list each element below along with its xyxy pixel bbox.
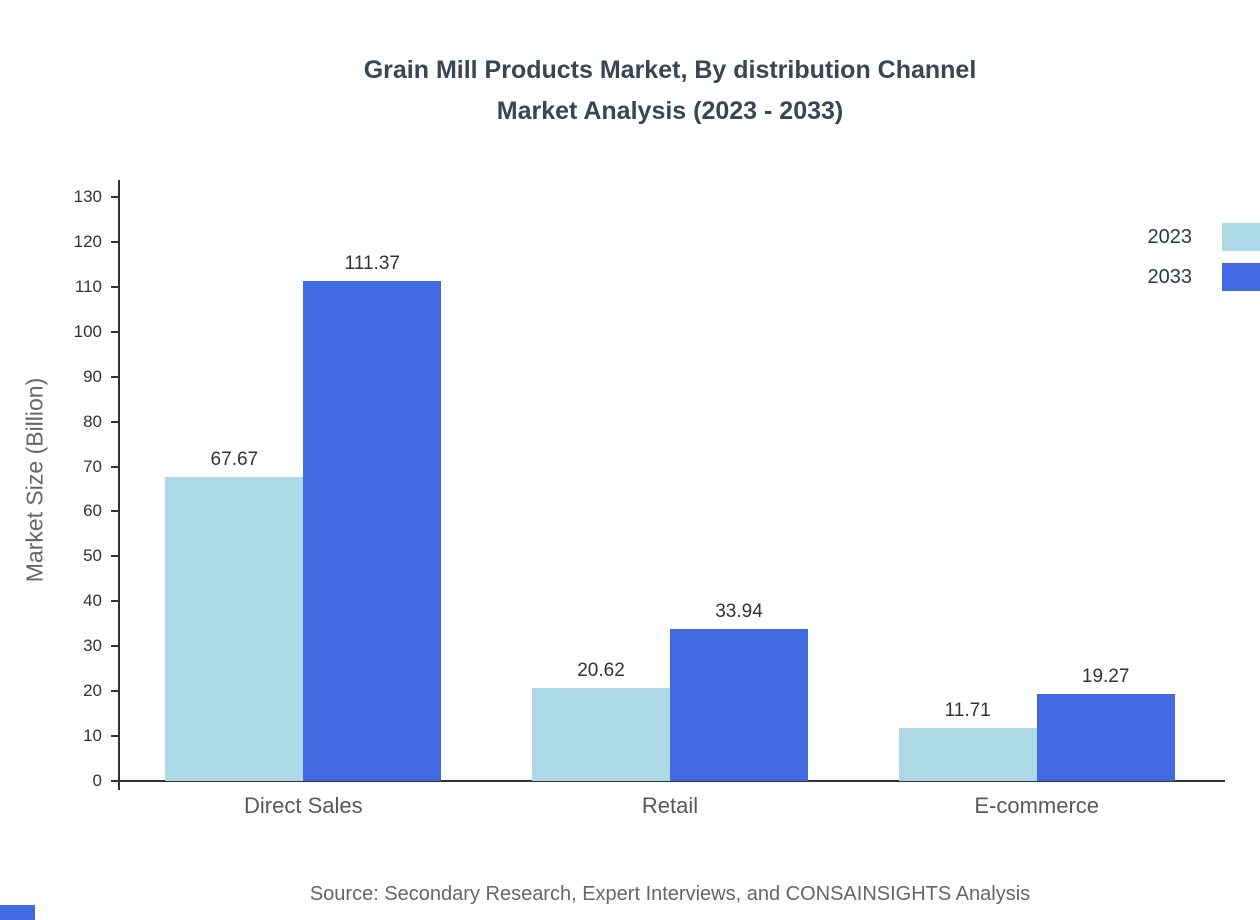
legend: 2023 2033 [1148,223,1260,291]
y-tick-mark [111,690,120,693]
legend-swatch-icon [1222,263,1260,291]
y-tick-mark [111,735,120,738]
bar-2023-retail: 20.62 [532,660,670,781]
y-tick-label: 90 [83,366,102,386]
y-tick-label: 120 [73,231,102,251]
y-tick-label: 60 [83,501,102,521]
y-tick-mark [111,780,120,782]
legend-item-2023: 2023 [1148,223,1260,251]
y-tick-mark [111,330,120,333]
bar-value-label: 33.94 [715,600,763,622]
source-line: Source: Secondary Research, Expert Inter… [309,883,1031,905]
bar-2033-e-commerce: 19.27 [1036,666,1175,781]
bar-value-label: 19.27 [1081,666,1130,688]
bar-group-retail: 20.62 33.94 [487,197,854,781]
legend-swatch-icon [1222,223,1260,251]
y-tick-label: 20 [83,681,102,701]
y-tick-label: 10 [83,726,102,746]
bar-group-direct-sales: 67.67 111.37 [120,197,487,781]
bar-2033-direct-sales: 111.37 [303,253,442,781]
x-category-labels: Direct Sales Retail E-commerce [120,793,1220,819]
y-tick-label: 110 [74,276,102,296]
bar-2023-e-commerce: 11.71 [898,700,1037,781]
y-tick-mark [111,375,120,378]
bar-value-label: 111.37 [344,252,400,274]
bar-groups: 67.67 111.37 20.62 33.94 11.71 19.27 [120,197,1220,781]
x-category-label: E-commerce [974,793,1100,818]
x-axis-line [118,780,1225,782]
y-tick-mark [111,420,120,423]
bar-value-label: 67.67 [210,449,259,471]
y-tick-mark [111,510,120,513]
chart-title-line2: Market Analysis (2023 - 2033) [496,97,844,125]
bar-value-label: 20.62 [577,660,625,682]
x-category-label: Retail [641,793,699,818]
y-tick-label: 30 [83,636,102,656]
y-tick-mark [111,465,120,468]
x-category-label: Direct Sales [244,793,363,818]
y-tick-label: 0 [92,771,102,790]
legend-label: 2023 [1147,225,1193,248]
brand-corner-accent [0,905,35,920]
bar-group-e-commerce: 11.71 19.27 [853,197,1220,781]
plot-area: 67.67 111.37 20.62 33.94 11.71 19.27 0 10 20 30 4… [74,187,1220,790]
y-tick-label: 100 [73,321,102,341]
bar-value-label: 11.71 [944,700,991,722]
y-tick-mark [111,285,120,288]
bar-2033-retail: 33.94 [670,601,808,781]
bar-2023-direct-sales: 67.67 [165,449,304,781]
y-axis-label: Market Size (Billion) [21,377,48,583]
y-tick-mark [111,555,120,558]
legend-item-2033: 2033 [1148,263,1260,291]
y-tick-mark [111,240,120,243]
y-tick-mark [111,645,120,648]
y-tick-label: 40 [83,591,102,611]
chart-title: Grain Mill Products Market, By distribut… [80,50,1260,132]
y-tick-mark [111,196,120,198]
y-tick-label: 50 [83,546,102,566]
chart-title-line1: Grain Mill Products Market, By distribut… [363,56,977,84]
y-tick-label: 70 [83,456,102,476]
y-tick-mark [111,600,120,603]
y-axis-line [118,180,120,790]
y-tick-label: 130 [73,187,102,206]
legend-label: 2033 [1147,265,1193,288]
y-tick-label: 80 [83,411,102,431]
